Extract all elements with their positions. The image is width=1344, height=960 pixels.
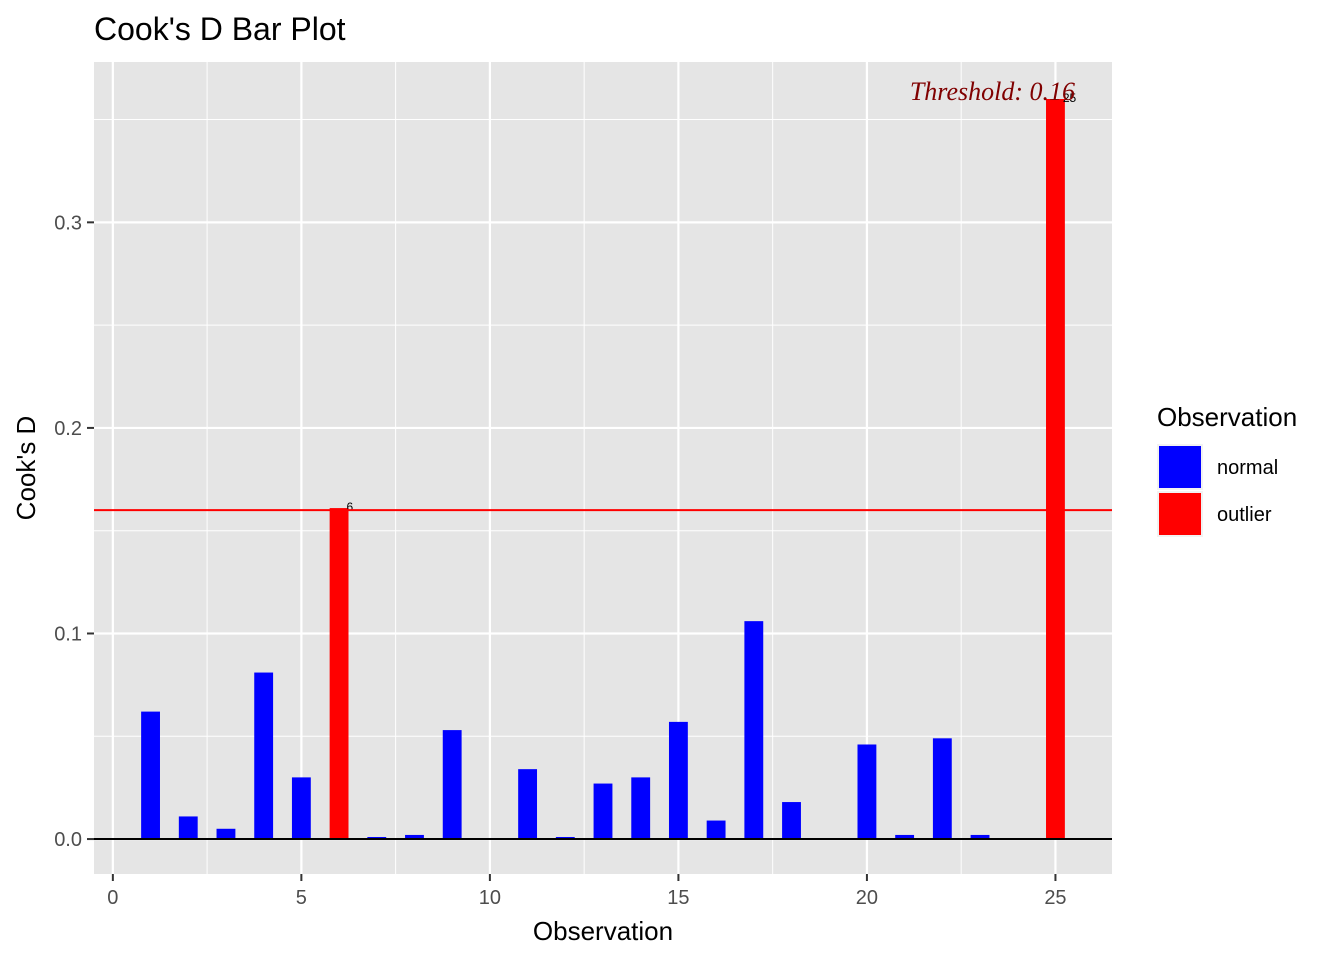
y-tick-label: 0.3 [54, 212, 82, 234]
bar-normal [555, 836, 575, 840]
y-axis-title: Cook's D [11, 416, 41, 521]
bar-normal [216, 828, 236, 840]
bar-normal [744, 621, 764, 840]
bar-normal [254, 672, 274, 840]
y-tick-label: 0.1 [54, 623, 82, 645]
x-tick-label: 25 [1044, 887, 1066, 909]
bar-labels: 6 25 [347, 91, 1077, 514]
bar-normal [178, 816, 198, 840]
x-axis-title: Observation [533, 916, 673, 946]
bar-normal [291, 777, 311, 840]
y-axis: 0.0 0.1 0.2 0.3 [54, 212, 94, 851]
bars [141, 99, 1065, 840]
bar-outlier [1046, 99, 1065, 840]
bar-normal [405, 834, 424, 840]
bar-normal [593, 783, 613, 840]
bar-data-label: 6 [347, 500, 354, 514]
bar-normal [518, 769, 538, 840]
bar-normal [932, 738, 952, 840]
legend-key-normal [1159, 446, 1201, 488]
x-tick-label: 0 [107, 887, 118, 909]
threshold-label: Threshold: 0.16 [910, 77, 1075, 106]
bar-data-label: 25 [1063, 91, 1077, 105]
bar-normal [970, 834, 990, 840]
plot-panel [94, 62, 1112, 874]
x-tick-label: 15 [667, 887, 689, 909]
legend-key-outlier [1159, 493, 1201, 535]
legend-label-outlier: outlier [1217, 504, 1272, 526]
bar-normal [367, 836, 387, 840]
y-tick-label: 0.0 [54, 829, 82, 851]
y-tick-label: 0.2 [54, 418, 82, 440]
bar-normal [141, 711, 160, 840]
bar-normal [706, 820, 726, 840]
bar-normal [631, 777, 651, 840]
legend-title: Observation [1157, 402, 1297, 432]
bar-normal [857, 744, 877, 840]
legend: Observation normal outlier [1157, 402, 1297, 537]
legend-items: normal outlier [1157, 444, 1278, 537]
x-tick-label: 5 [296, 887, 307, 909]
bar-normal [668, 721, 688, 840]
legend-label-normal: normal [1217, 457, 1278, 479]
x-tick-label: 10 [479, 887, 501, 909]
bar-normal [442, 730, 462, 840]
x-axis: 0 5 10 15 20 25 [107, 874, 1067, 909]
x-tick-label: 20 [856, 887, 878, 909]
bar-normal [782, 802, 801, 840]
bar-outlier [329, 508, 349, 840]
bar-normal [895, 834, 915, 840]
chart-title: Cook's D Bar Plot [94, 11, 346, 47]
